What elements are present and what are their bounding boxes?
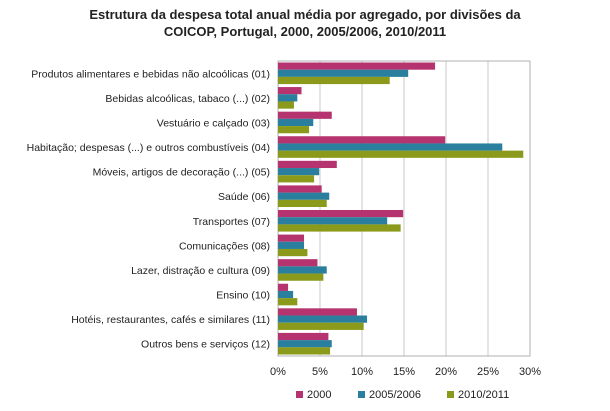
bar xyxy=(278,69,409,77)
category-label: Vestuário e calçado (03) xyxy=(157,117,270,129)
bar xyxy=(278,315,368,323)
x-tick-label: 20% xyxy=(435,366,457,378)
bar xyxy=(278,283,289,291)
legend-swatch xyxy=(296,391,303,398)
category-label: Saúde (06) xyxy=(218,191,270,203)
bar xyxy=(278,76,390,85)
bar xyxy=(278,273,324,281)
category-label: Habitação; despesas (...) e outros combu… xyxy=(27,142,270,154)
bar xyxy=(278,266,327,274)
bar xyxy=(278,259,318,267)
bar xyxy=(278,217,388,225)
category-label: Comunicações (08) xyxy=(179,240,270,252)
bar xyxy=(278,111,332,119)
bar xyxy=(278,209,404,218)
x-tick-label: 0% xyxy=(270,366,286,378)
category-label: Outros bens e serviços (12) xyxy=(141,339,270,351)
x-tick-label: 5% xyxy=(312,366,328,378)
bar xyxy=(278,234,305,242)
legend-label: 2010/2011 xyxy=(458,389,509,401)
legend-swatch xyxy=(447,391,454,398)
bar xyxy=(278,248,308,257)
x-tick-label: 15% xyxy=(393,366,415,378)
bar xyxy=(278,168,320,176)
bar xyxy=(278,136,446,144)
bar xyxy=(278,175,315,183)
bar xyxy=(278,62,436,70)
bar xyxy=(278,150,524,158)
category-label: Ensino (10) xyxy=(216,290,270,302)
bar xyxy=(278,185,322,193)
bar xyxy=(278,101,294,109)
bar xyxy=(278,322,364,330)
bar xyxy=(278,340,332,348)
bar xyxy=(278,143,503,151)
plot-border xyxy=(277,60,531,357)
category-label: Transportes (07) xyxy=(193,216,270,228)
bar xyxy=(278,118,314,127)
x-tick-label: 30% xyxy=(519,366,541,378)
bar xyxy=(278,241,305,249)
category-label: Produtos alimentares e bebidas não alcoó… xyxy=(31,68,270,80)
legend-label: 2005/2006 xyxy=(369,389,421,401)
category-label: Bebidas alcoólicas, tabaco (...) (02) xyxy=(105,93,270,105)
bar xyxy=(278,298,298,306)
chart-title: Estrutura da despesa total anual média p… xyxy=(0,6,610,40)
legend-label: 2000 xyxy=(307,389,331,401)
bar xyxy=(278,290,294,299)
bar xyxy=(278,126,310,134)
category-label: Móveis, artigos de decoração (...) (05) xyxy=(93,167,270,179)
bar xyxy=(278,192,330,200)
category-label: Hotéis, restaurantes, cafés e similares … xyxy=(71,314,270,326)
category-label: Lazer, distração e cultura (09) xyxy=(131,265,270,277)
bar xyxy=(278,199,327,208)
bar xyxy=(278,87,302,95)
chart-title-line1: Estrutura da despesa total anual média p… xyxy=(89,7,521,22)
bar xyxy=(278,308,357,316)
bar xyxy=(278,94,298,102)
bar xyxy=(278,160,337,169)
chart-title-line2: COICOP, Portugal, 2000, 2005/2006, 2010/… xyxy=(163,24,447,39)
legend-swatch xyxy=(358,391,365,398)
x-tick-label: 10% xyxy=(351,366,373,378)
x-tick-label: 25% xyxy=(477,366,499,378)
bar xyxy=(278,347,331,355)
bar xyxy=(278,332,329,341)
bar xyxy=(278,224,401,232)
